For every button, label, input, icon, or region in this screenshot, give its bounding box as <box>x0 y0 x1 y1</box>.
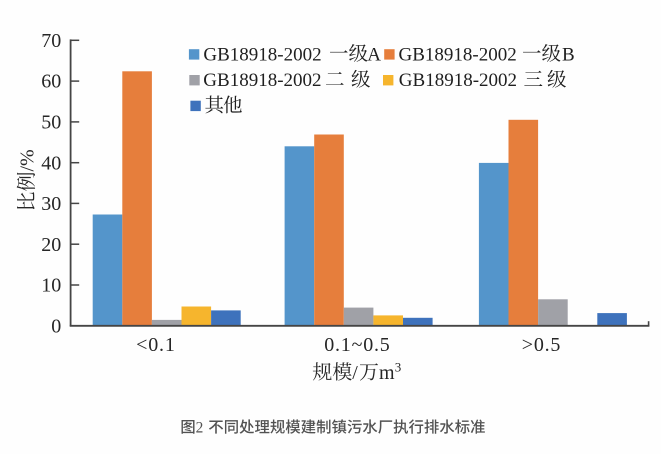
svg-text:20: 20 <box>41 234 61 256</box>
svg-text:0: 0 <box>51 315 61 337</box>
svg-text:30: 30 <box>41 193 61 215</box>
svg-text:GB18918-2002: GB18918-2002 <box>399 70 517 91</box>
svg-text:40: 40 <box>41 152 61 174</box>
svg-text:m: m <box>379 362 395 384</box>
svg-text:2: 2 <box>196 419 204 436</box>
svg-text:10: 10 <box>41 275 61 297</box>
svg-text:/: / <box>352 362 358 384</box>
svg-text:60: 60 <box>41 71 61 93</box>
svg-text:50: 50 <box>41 112 61 134</box>
svg-text:<0.1: <0.1 <box>136 334 175 356</box>
svg-text:0.1~0.5: 0.1~0.5 <box>324 334 390 356</box>
svg-text:>0.5: >0.5 <box>522 334 561 356</box>
svg-text:70: 70 <box>41 30 61 52</box>
svg-text:B: B <box>562 44 575 65</box>
svg-text:A: A <box>367 44 381 65</box>
svg-text:3: 3 <box>395 359 402 374</box>
svg-text:GB18918-2002: GB18918-2002 <box>399 44 517 65</box>
svg-text:/%: /% <box>17 149 39 171</box>
svg-text:GB18918-2002: GB18918-2002 <box>203 44 321 65</box>
svg-text:GB18918-2002: GB18918-2002 <box>203 70 321 91</box>
